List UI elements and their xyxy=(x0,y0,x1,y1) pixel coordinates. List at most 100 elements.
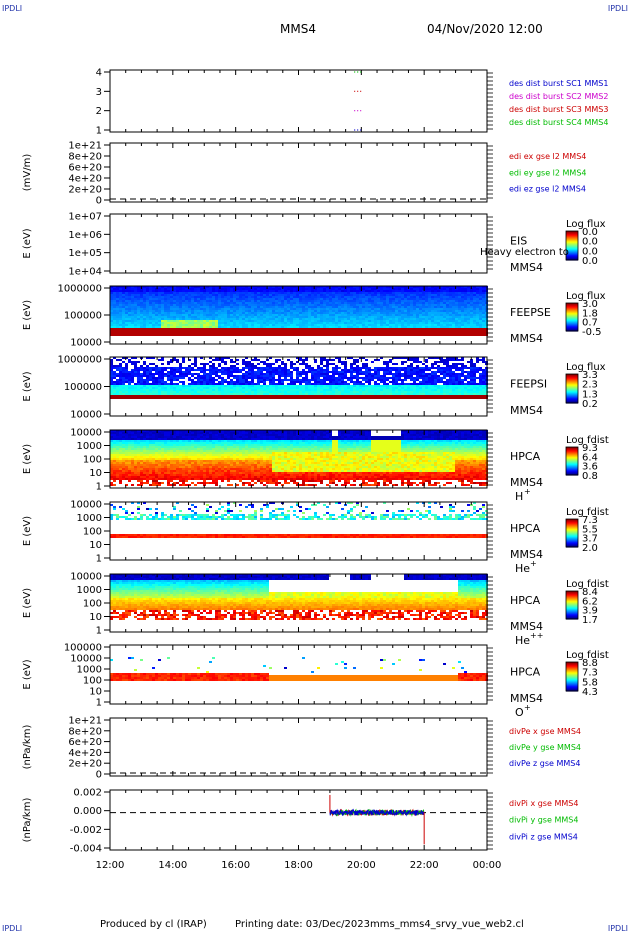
y-tick-label: 1 xyxy=(96,126,102,137)
legend-entry: divPi y gse MMS4 xyxy=(509,816,578,825)
colorbar-cell xyxy=(566,382,578,385)
y-tick-label: -0.004 xyxy=(70,844,102,855)
colorbar-cell xyxy=(566,448,578,451)
colorbar-title-4: Log flux xyxy=(566,362,606,373)
y-tick-label: 3 xyxy=(96,87,102,98)
colorbar-cell xyxy=(566,468,578,470)
colorbar-cell xyxy=(566,375,578,378)
colorbar-tick-label: 0.0 xyxy=(582,227,598,238)
colorbar-cell xyxy=(566,233,578,236)
colorbar-cell xyxy=(566,240,578,243)
y-tick-label: 10 xyxy=(89,468,102,479)
colorbar-tick-label: 8.8 xyxy=(582,658,598,669)
colorbar-cell xyxy=(566,602,578,604)
colorbar-cell xyxy=(566,616,578,618)
colorbar-cell xyxy=(566,456,578,458)
colorbar-title-5: Log fdist xyxy=(566,435,609,446)
legend-entry: edi ey gse l2 MMS4 xyxy=(509,168,587,177)
y-axis-label-9: (nPa/km) xyxy=(22,725,33,770)
colorbar-frame-3 xyxy=(565,302,579,332)
y-tick-label: 1000 xyxy=(77,441,102,452)
colorbar-cell xyxy=(566,453,578,456)
y-tick-label: 4e+20 xyxy=(68,748,102,759)
colorbar-tick-label: 8.4 xyxy=(582,587,598,598)
colorbar-cell xyxy=(566,544,578,546)
colorbar-cell xyxy=(566,677,578,680)
colorbar-cell xyxy=(566,528,578,530)
colorbar-cell xyxy=(566,250,578,252)
y-tick-label: 1 xyxy=(96,626,102,637)
y-tick-label: 100 xyxy=(83,527,102,538)
y-tick-label: 1000 xyxy=(77,585,102,596)
colorbar-frame-2 xyxy=(565,230,579,261)
colorbar-cell xyxy=(566,462,578,465)
colorbar-cell xyxy=(566,543,578,545)
species-charge-5: + xyxy=(524,487,531,496)
colorbar-cell xyxy=(566,680,578,682)
colorbar-cell xyxy=(566,532,578,534)
colorbar-cell xyxy=(566,608,578,611)
y-tick-label: 1 xyxy=(96,698,102,709)
species-charge-6: + xyxy=(530,559,537,568)
colorbar-cell xyxy=(566,374,578,376)
colorbar-tick-label: 0.0 xyxy=(582,256,598,267)
colorbar-cell xyxy=(566,545,578,547)
colorbar-tick-label: 3.9 xyxy=(582,606,598,617)
colorbar-cell xyxy=(566,377,578,380)
colorbar-cell xyxy=(566,232,578,235)
colorbar-cell xyxy=(566,319,578,322)
colorbar-cell xyxy=(566,306,578,309)
colorbar-cell xyxy=(566,238,578,241)
colorbar-cell xyxy=(566,398,578,400)
colorbar-cell xyxy=(566,667,578,670)
colorbar-tick-label: 1.8 xyxy=(582,308,598,319)
colorbar-frame-6 xyxy=(565,518,579,548)
panel-frame-9 xyxy=(109,717,488,777)
y-tick-label: 6e+20 xyxy=(68,163,102,174)
y-tick-label: 1 xyxy=(96,554,102,565)
colorbar-tick-label: 2.0 xyxy=(582,543,598,554)
colorbar-cell xyxy=(566,303,578,305)
y-tick-label: 8e+20 xyxy=(68,152,102,163)
y-tick-label: 8e+20 xyxy=(68,726,102,737)
spacecraft-label-5: MMS4 xyxy=(510,476,543,489)
colorbar-tick-label: 6.4 xyxy=(582,452,598,463)
colorbar-cell xyxy=(566,401,578,403)
colorbar-cell xyxy=(566,328,578,330)
overlay-text-2: Heavy electron to xyxy=(480,247,569,258)
colorbar-cell xyxy=(566,390,578,392)
footer-producer: Produced by cl (IRAP) xyxy=(100,919,207,930)
y-tick-label: 1 xyxy=(96,482,102,493)
colorbar-cell xyxy=(566,534,578,537)
colorbar-cell xyxy=(566,455,578,457)
colorbar-cell xyxy=(566,308,578,311)
spacecraft-label-2: MMS4 xyxy=(510,261,543,274)
colorbar-title-3: Log flux xyxy=(566,291,606,302)
colorbar-cell xyxy=(566,247,578,249)
colorbar-cell xyxy=(566,317,578,319)
spacecraft-label-6: MMS4 xyxy=(510,548,543,561)
colorbar-cell xyxy=(566,597,578,600)
colorbar-cell xyxy=(566,393,578,395)
header-datetime: 04/Nov/2020 12:00 xyxy=(427,22,543,36)
legend-entry: edi ez gse l2 MMS4 xyxy=(509,185,586,194)
colorbar-cell xyxy=(566,237,578,240)
colorbar-cell xyxy=(566,235,578,238)
colorbar-cell xyxy=(566,379,578,382)
colorbar-cell xyxy=(566,315,578,317)
colorbar-tick-label: 9.3 xyxy=(582,443,598,454)
y-tick-label: 2e+20 xyxy=(68,759,102,770)
y-tick-label: 2 xyxy=(96,106,102,117)
species-charge-8: + xyxy=(524,703,531,712)
colorbar-cell xyxy=(566,323,578,326)
colorbar-cell xyxy=(566,591,578,593)
legend-entry: des dist burst SC1 MMS1 xyxy=(509,79,608,88)
colorbar-cell xyxy=(566,452,578,455)
colorbar-cell xyxy=(566,522,578,525)
colorbar-cell xyxy=(566,668,578,671)
colorbar-cell xyxy=(566,399,578,401)
colorbar-cell xyxy=(566,307,578,310)
divpi-series-2 xyxy=(329,808,425,817)
colorbar-cell xyxy=(566,670,578,673)
